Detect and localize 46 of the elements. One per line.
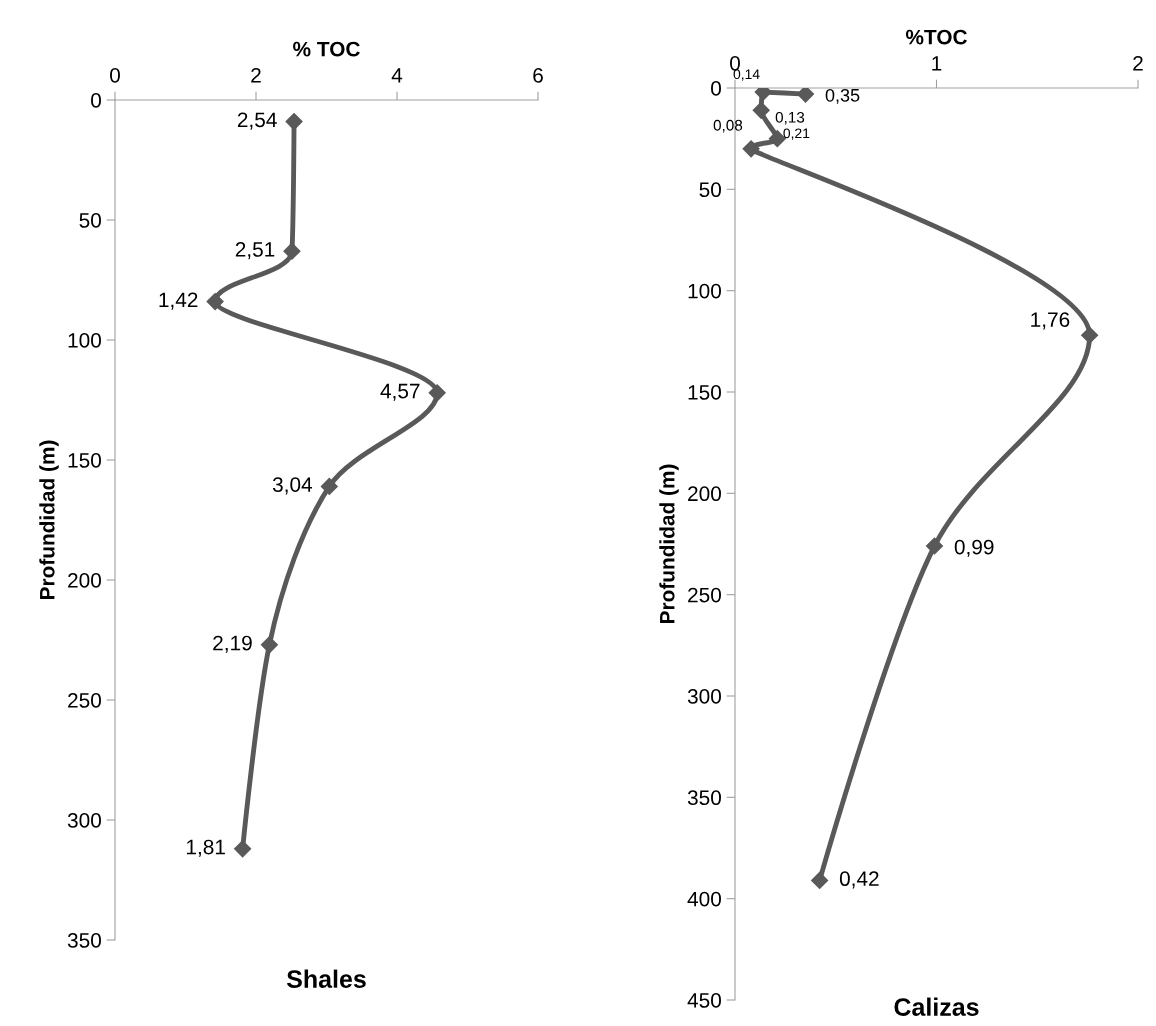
y-tick-label: 250 — [688, 587, 721, 603]
x-tick-label: 1 — [932, 56, 942, 71]
data-label: 2,51 — [235, 242, 275, 260]
y-tick-label: 350 — [687, 790, 721, 806]
y-tick-label: 150 — [68, 453, 101, 468]
data-label: 0,35 — [825, 88, 860, 104]
data-label: 0,13 — [775, 111, 805, 125]
y-tick-label: 300 — [687, 689, 721, 704]
x-tick-label: 0 — [730, 55, 740, 71]
data-label: 0,42 — [839, 871, 879, 889]
y-tick-label: 350 — [67, 933, 101, 948]
y-tick-label: 450 — [687, 993, 721, 1008]
text: Calizas — [894, 997, 979, 1016]
data-label: 0,08 — [713, 119, 743, 133]
x-tick-label: 2 — [1133, 55, 1143, 71]
y-tick-label: 250 — [68, 693, 101, 708]
x-tick-label: 2 — [251, 67, 261, 83]
y-axis-title: Profundidad (m) — [39, 440, 59, 600]
y-tick-label: 200 — [688, 486, 721, 502]
data-label: 0,99 — [954, 539, 994, 557]
x-axis-title: % TOC — [293, 41, 360, 57]
y-tick-label: 50 — [699, 182, 721, 198]
y-tick-label: 100 — [68, 333, 101, 348]
x-axis-title: %TOC — [905, 29, 967, 45]
y-tick-label: 0 — [91, 93, 101, 108]
data-label: 3,04 — [272, 477, 313, 495]
x-tick-label: 6 — [533, 67, 543, 83]
x-tick-label: 0 — [110, 67, 120, 83]
data-label: 1,42 — [159, 292, 198, 310]
y-tick-label: 50 — [79, 213, 101, 228]
y-tick-label: 400 — [687, 891, 721, 907]
y-tick-label: 300 — [67, 813, 101, 828]
data-label: 0,14 — [733, 69, 760, 81]
data-label: 4,57 — [380, 383, 420, 401]
data-label: 1,81 — [186, 839, 225, 857]
y-tick-label: 150 — [688, 385, 721, 400]
text: Shales — [286, 969, 366, 988]
x-tick-label: 4 — [391, 68, 403, 83]
y-tick-label: 0 — [711, 81, 721, 96]
y-axis-title: Profundidad (m) — [659, 464, 679, 624]
data-label: 2,54 — [237, 112, 277, 130]
data-label: 1,76 — [1031, 312, 1070, 330]
y-tick-label: 100 — [688, 283, 721, 299]
data-label: 2,19 — [213, 635, 252, 653]
y-tick-label: 200 — [68, 573, 101, 588]
data-label: 0,21 — [783, 128, 810, 140]
